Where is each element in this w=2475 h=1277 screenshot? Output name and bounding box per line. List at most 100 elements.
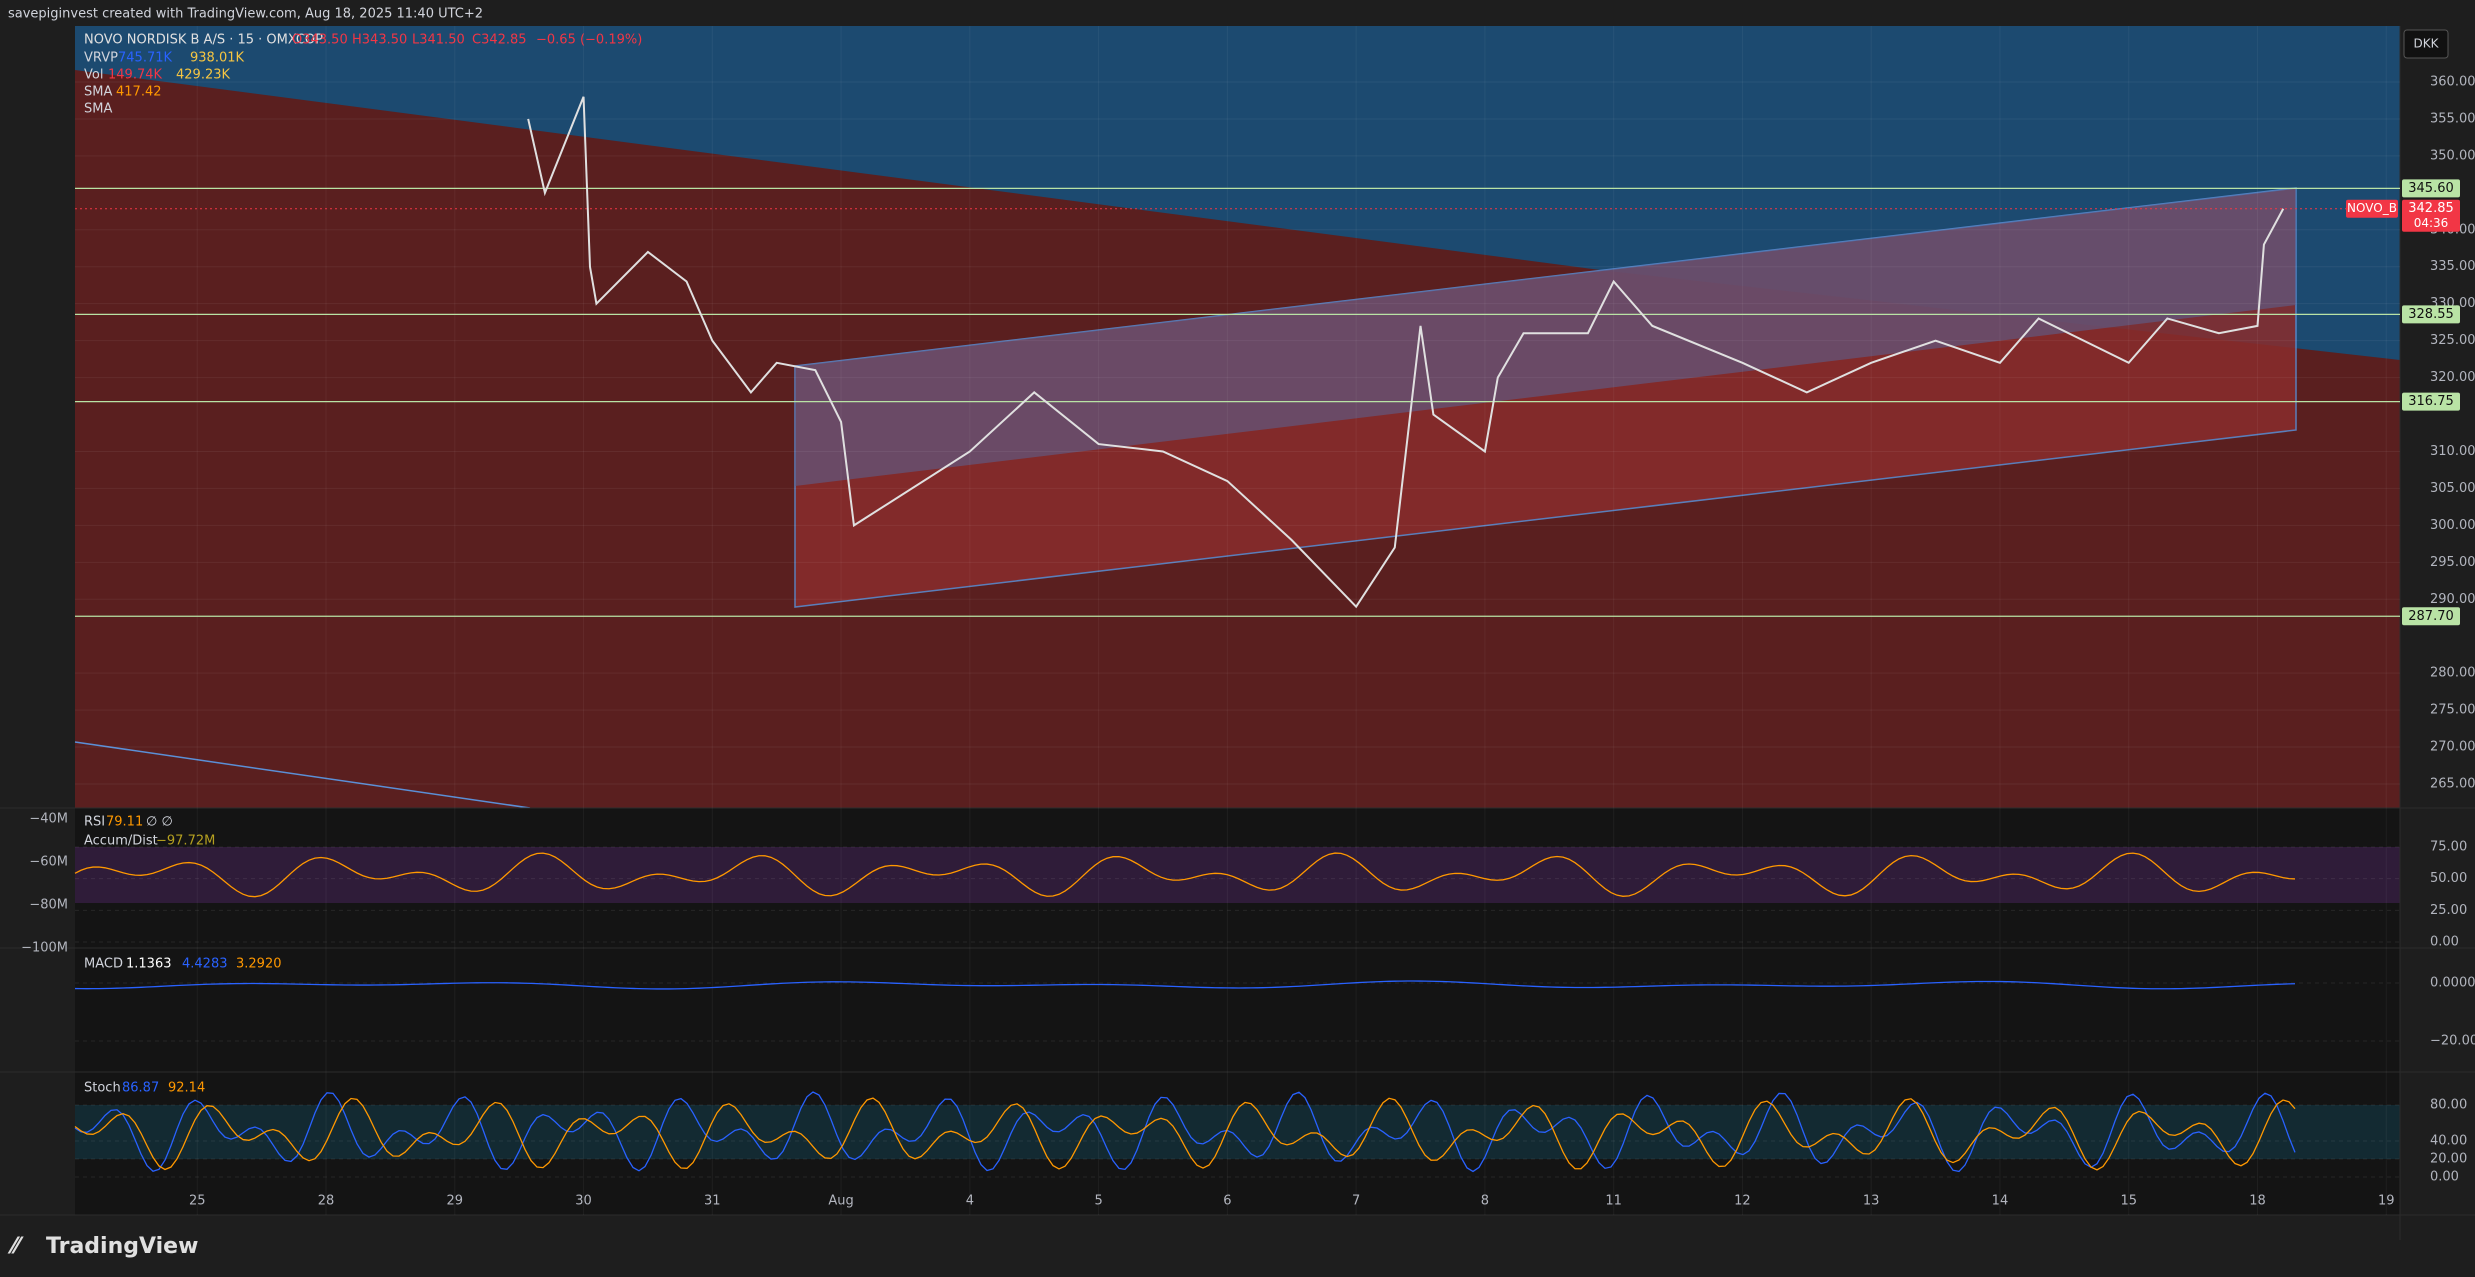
legend-value: 745.71K (118, 51, 172, 66)
level-badge (2402, 179, 2460, 198)
legend-name: SMA (84, 85, 112, 100)
level-badge (2402, 305, 2460, 324)
rsi-value: 79.11 (106, 815, 143, 830)
time-label: 15 (2120, 1194, 2137, 1209)
macd-name: MACD (84, 957, 123, 972)
currency-box[interactable] (2403, 29, 2449, 59)
time-label: 25 (189, 1194, 206, 1209)
time-label: 8 (1481, 1194, 1489, 1209)
price-tick-label: 265.00 (2430, 777, 2475, 792)
price-tick-label: 290.00 (2430, 592, 2475, 607)
oscillator-trace (74, 1091, 2296, 1173)
stoch-value: 86.87 (122, 1081, 159, 1096)
price-tick-label: 295.00 (2430, 555, 2475, 570)
oscillator-trace (74, 1097, 2296, 1171)
indicator-tick-label: 25.00 (2430, 903, 2467, 918)
time-label: 18 (2249, 1194, 2266, 1209)
price-tick-label: 350.00 (2430, 148, 2475, 163)
time-label: Aug (828, 1194, 853, 1209)
legend-value: 417.42 (116, 85, 162, 100)
time-label: 7 (1352, 1194, 1360, 1209)
legend-name: Vol (84, 68, 103, 83)
price-tick-label: 275.00 (2430, 703, 2475, 718)
macd-value: 3.2920 (236, 957, 282, 972)
level-label: 328.55 (2408, 307, 2454, 322)
rsi-name: RSI (84, 815, 105, 830)
price-tick-label: 300.00 (2430, 518, 2475, 533)
price-tick-label: 355.00 (2430, 111, 2475, 126)
channel-upper (795, 188, 2296, 486)
ad-name: Accum/Dist (84, 834, 158, 849)
level-label: 316.75 (2408, 394, 2454, 409)
price-tick-label: 280.00 (2430, 666, 2475, 681)
legend-value: 938.01K (190, 51, 244, 66)
currency[interactable]: DKK (2414, 37, 2440, 51)
time-label: 14 (1992, 1194, 2009, 1209)
stoch-value: 92.14 (168, 1081, 205, 1096)
last-badge (2402, 199, 2460, 232)
legend-value: 149.74K (108, 68, 162, 83)
rsi-extra: ∅ ∅ (146, 815, 173, 830)
macd-value: 1.1363 (126, 957, 172, 972)
indicator-tick-label: −40M (29, 812, 68, 827)
time-label: 5 (1094, 1194, 1102, 1209)
indicator-tick-label: −60M (29, 855, 68, 870)
ad-value: −97.72M (156, 834, 215, 849)
stoch-band (75, 1105, 2400, 1159)
time-label: 31 (704, 1194, 721, 1209)
stoch-name: Stoch (84, 1081, 121, 1096)
price-tick-label: 270.00 (2430, 740, 2475, 755)
indicator-tick-label: −80M (29, 898, 68, 913)
level-badge (2402, 392, 2460, 411)
time-label: 28 (318, 1194, 335, 1209)
time-label: 12 (1734, 1194, 1751, 1209)
indicator-tick-label: −20.000 (2430, 1034, 2475, 1049)
level-label: 345.60 (2408, 181, 2454, 196)
indicator-tick-label: 80.00 (2430, 1098, 2467, 1113)
ohlc-low: L341.50 (412, 33, 465, 48)
time-label: 30 (575, 1194, 592, 1209)
legend-name: VRVP (84, 51, 118, 66)
indicator-tick-label: 50.00 (2430, 871, 2467, 886)
countdown: 04:36 (2414, 216, 2449, 230)
header-title: savepiginvest created with TradingView.c… (8, 7, 483, 22)
symbol-badge (2346, 199, 2398, 218)
time-label: 29 (447, 1194, 464, 1209)
level-label: 287.70 (2408, 609, 2454, 624)
last-price-label: 342.85 (2408, 201, 2454, 216)
time-label: 4 (966, 1194, 974, 1209)
ohlc-change: −0.65 (−0.19%) (536, 33, 642, 48)
ohlc-high: H343.50 (352, 33, 407, 48)
indicator-tick-label: 75.00 (2430, 840, 2467, 855)
pane-borders (0, 26, 2475, 1240)
legend-value: 429.23K (176, 68, 230, 83)
indicator-tick-label: 40.00 (2430, 1134, 2467, 1149)
time-label: 19 (2378, 1194, 2395, 1209)
level-badge (2402, 607, 2460, 626)
time-label: 13 (1863, 1194, 1880, 1209)
price-tick-label: 310.00 (2430, 444, 2475, 459)
legend-name: SMA (84, 102, 112, 117)
indicator-tick-label: −100M (21, 941, 68, 956)
indicator-tick-label: 0.00 (2430, 935, 2459, 950)
ohlc-close: C342.85 (472, 33, 527, 48)
time-label: 6 (1223, 1194, 1231, 1209)
indicator-tick-label: 0.0000 (2430, 976, 2475, 991)
price-tick-label: 335.00 (2430, 259, 2475, 274)
price-line (527, 96, 2285, 609)
time-label: 11 (1605, 1194, 1622, 1209)
price-tick-label: 325.00 (2430, 333, 2475, 348)
footer-brand: TradingView (46, 1234, 198, 1259)
price-tick-label: 305.00 (2430, 481, 2475, 496)
macd-pane (75, 948, 2400, 1072)
rsi-band (75, 847, 2400, 903)
trend-line (74, 741, 531, 809)
indicator-tick-label: 0.00 (2430, 1170, 2459, 1185)
oscillator-trace (74, 980, 2296, 990)
oscillator-trace (74, 852, 2296, 898)
symbol: NOVO NORDISK B A/S · 15 · OMXCOP (84, 33, 323, 48)
symbol-label: NOVO_B (2347, 201, 2397, 215)
price-tick-label: 360.00 (2430, 75, 2475, 90)
